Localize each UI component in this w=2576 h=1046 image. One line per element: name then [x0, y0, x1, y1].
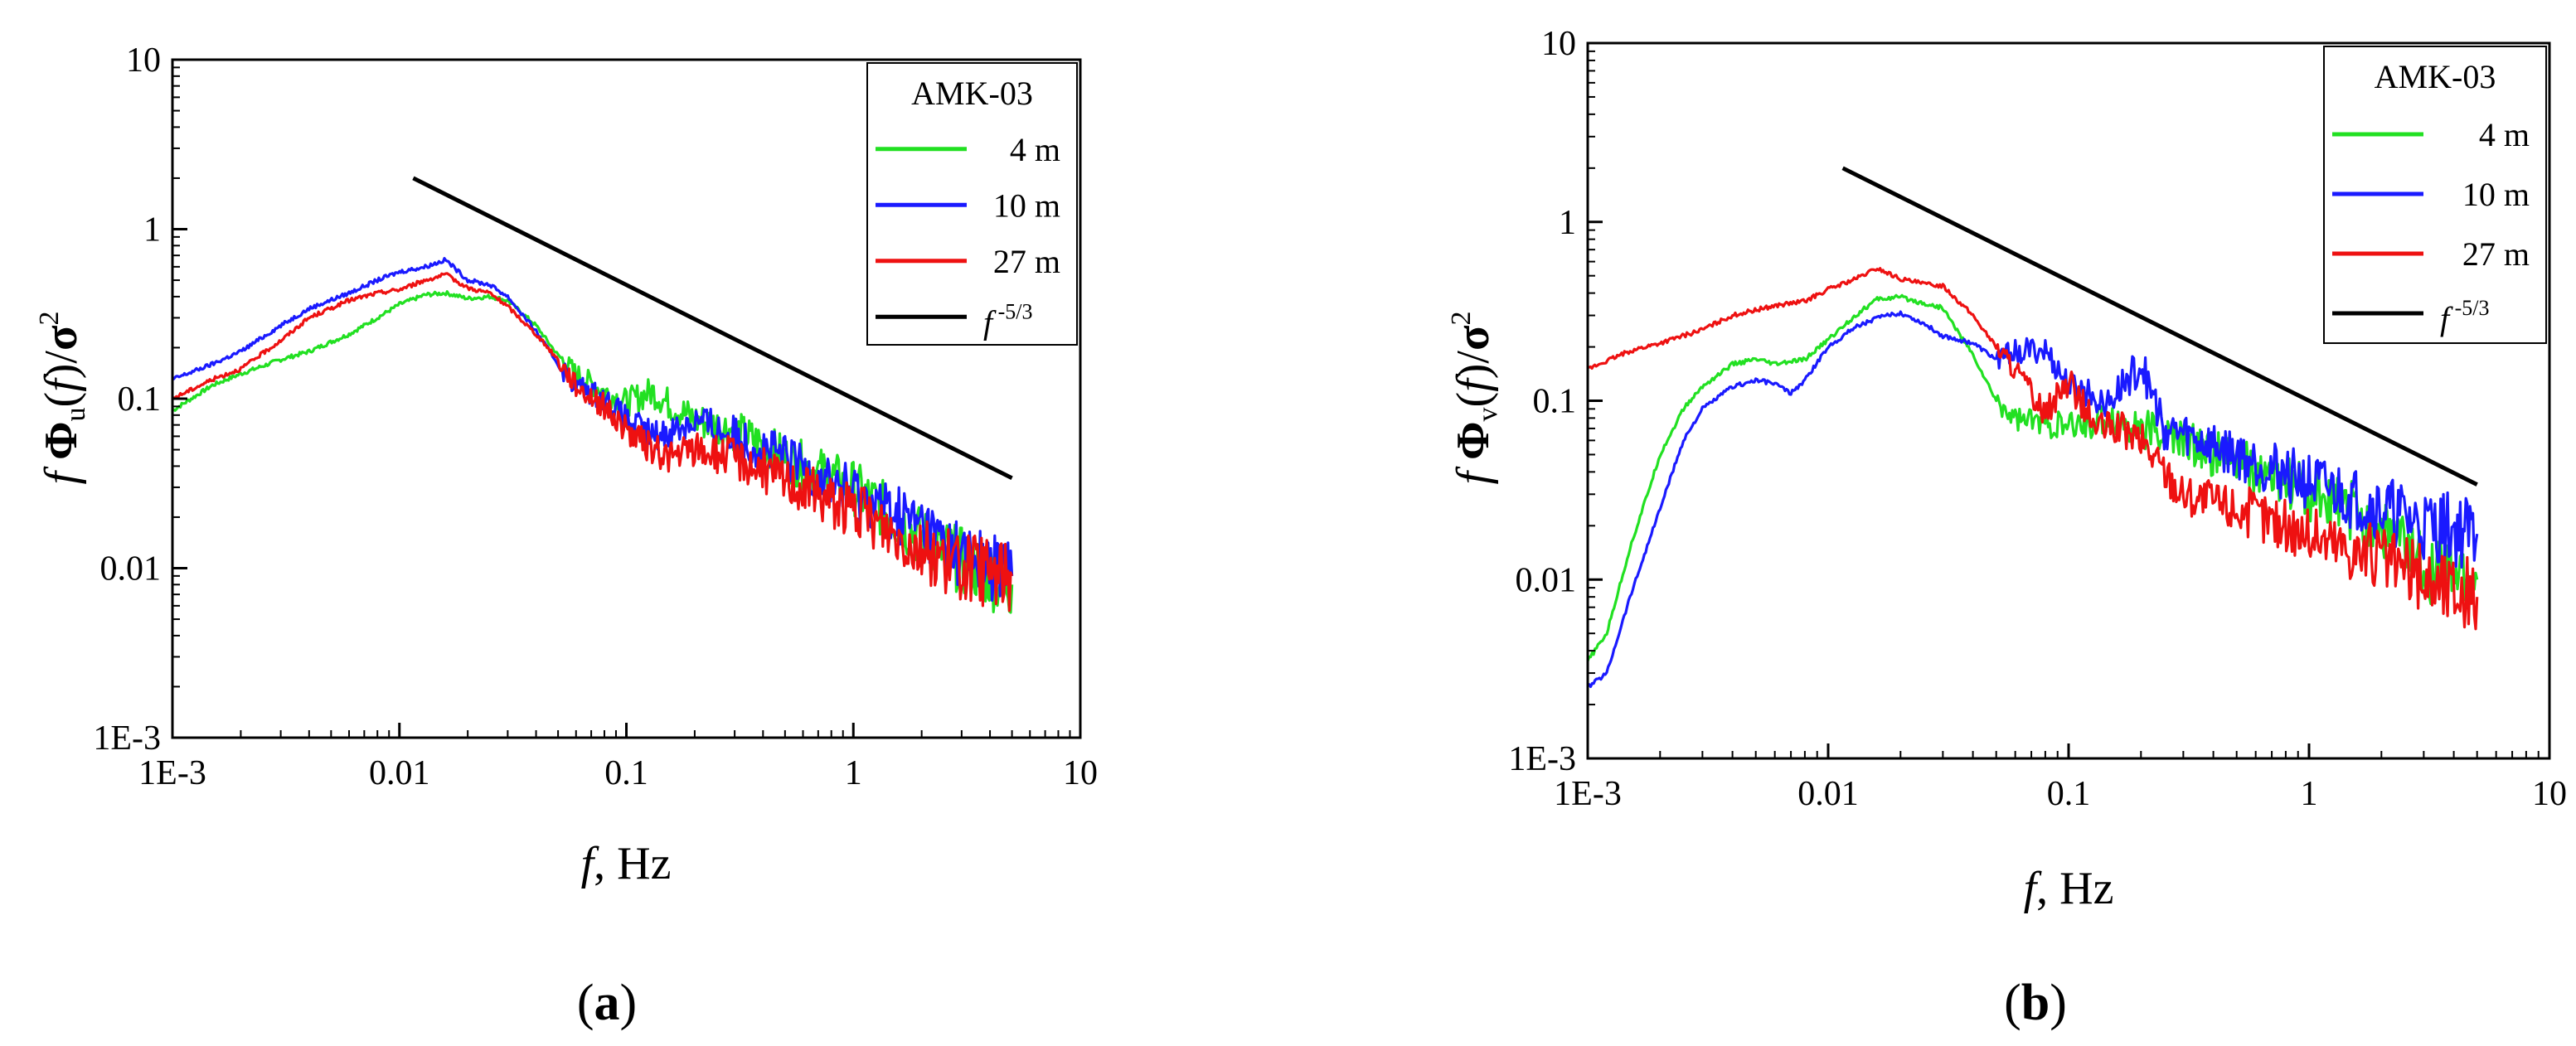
y-axis-title: f Φu(f)/σ2 [34, 312, 91, 485]
x-tick-label: 10 [2532, 775, 2567, 813]
series-line-3 [412, 176, 1013, 481]
chart-panel-b: 1E-3 0.01 0.1 1 10 1E-3 0.01 0.1 1 10 f, Hz f Φv(f)… [1446, 25, 2567, 1031]
y-tick-label: 1E-3 [1508, 740, 1576, 778]
y-tick-label: 10 [1541, 25, 1576, 63]
panel-label: (b) [2004, 975, 2067, 1031]
x-tick-label: 10 [1063, 754, 1098, 792]
x-tick-label: 0.1 [2047, 775, 2091, 813]
legend-title: AMK-03 [2375, 58, 2496, 95]
legend-label: 27 m [2462, 235, 2530, 273]
legend-label: 10 m [2462, 176, 2530, 213]
series-group [172, 176, 1014, 614]
x-axis-title: f, Hz [2024, 863, 2114, 914]
legend-label: 4 m [2479, 116, 2530, 153]
y-tick-label: 1E-3 [93, 719, 161, 758]
x-tick-label: 1 [2301, 775, 2318, 813]
series-line-0 [1588, 293, 2479, 662]
x-tick-label: 1E-3 [1554, 775, 1622, 813]
series-group [1588, 166, 2479, 689]
y-tick-label: 1 [143, 211, 161, 249]
legend-label: 4 m [1010, 131, 1060, 168]
legend-label: 27 m [993, 243, 1060, 280]
x-axis-title: f, Hz [581, 838, 672, 889]
y-axis-title: f Φv(f)/σ2 [1446, 312, 1503, 485]
x-tick-label: 0.01 [369, 754, 430, 792]
x-tick-label: 0.01 [1797, 775, 1859, 813]
legend-label: f -5/3 [983, 299, 1033, 341]
y-tick-label: 1 [1559, 204, 1576, 242]
legend: AMK-03 4 m 10 m 27 m f -5/3 [2323, 46, 2547, 344]
legend-title: AMK-03 [911, 75, 1033, 112]
series-line-1 [1588, 310, 2479, 689]
series-line-2 [1588, 267, 2479, 631]
legend: AMK-03 4 m 10 m 27 m f -5/3 [866, 62, 1078, 346]
legend-label: 10 m [993, 186, 1060, 224]
legend-label: f -5/3 [2440, 296, 2490, 337]
y-tick-label: 0.01 [1516, 561, 1577, 599]
series-line-1 [172, 257, 1014, 608]
series-line-3 [1841, 166, 2478, 487]
x-tick-label: 1 [845, 754, 862, 792]
panel-label: (a) [577, 975, 637, 1031]
x-tick-label: 1E-3 [138, 754, 206, 792]
series-line-2 [172, 272, 1014, 613]
y-tick-label: 0.01 [100, 550, 162, 588]
chart-panel-a: 1E-3 0.01 0.1 1 10 1E-3 0.01 0.1 1 10 f, Hz f Φu(f)… [34, 41, 1098, 1031]
y-tick-label: 10 [126, 41, 161, 80]
y-tick-label: 0.1 [1533, 383, 1577, 421]
y-tick-label: 0.1 [118, 380, 162, 419]
x-tick-label: 0.1 [604, 754, 648, 792]
